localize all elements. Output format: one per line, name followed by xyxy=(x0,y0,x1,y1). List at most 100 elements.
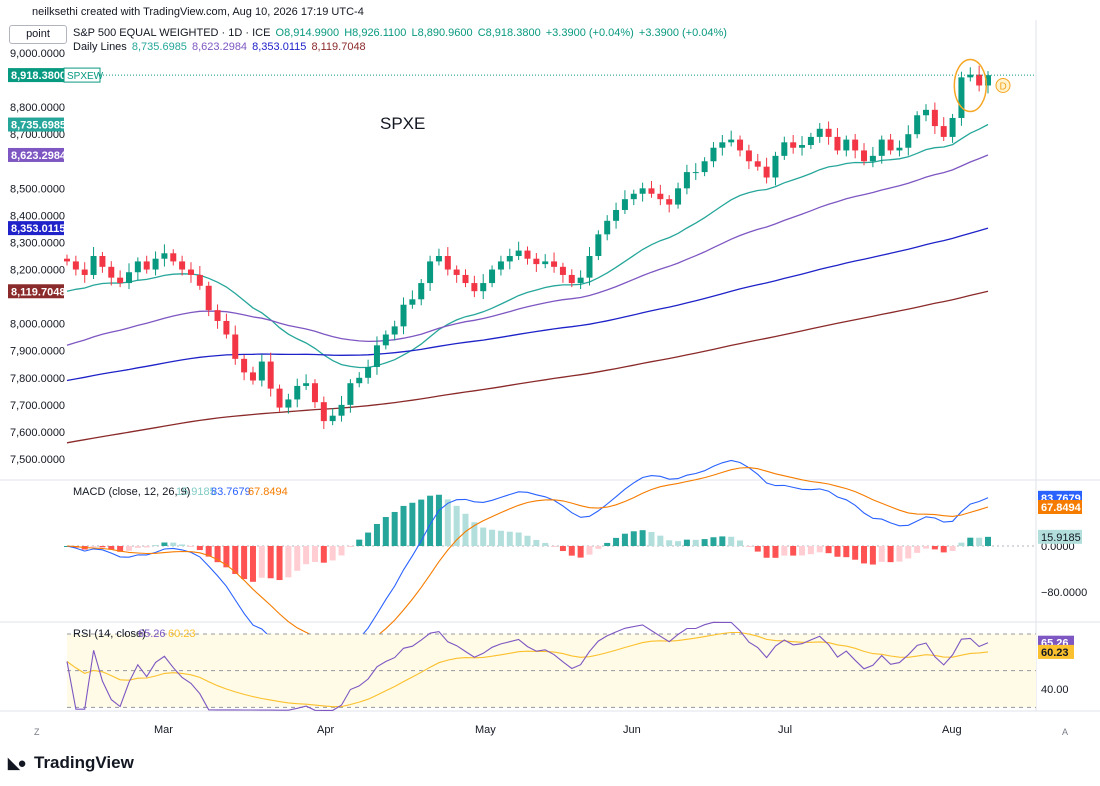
macd-hist-bar xyxy=(887,546,894,563)
macd-hist-bar xyxy=(648,532,655,546)
ma-value-label-bg xyxy=(8,221,64,236)
macd-hist-bar xyxy=(143,546,150,548)
price-tick-label: 7,800.0000 xyxy=(10,373,65,385)
ma-value-label: 8,623.2984 xyxy=(11,150,67,162)
macd-hist-bar xyxy=(923,546,930,549)
last-price-label: 8,918.3800 xyxy=(11,70,66,82)
candle-body xyxy=(666,199,673,205)
price-tick-label: 7,600.0000 xyxy=(10,427,65,439)
macd-hist-bar xyxy=(338,546,345,556)
macd-hist-bar xyxy=(639,530,646,546)
macd-hist-bar xyxy=(391,511,398,546)
candle-body xyxy=(843,139,850,151)
price-tick-label: 8,400.0000 xyxy=(10,210,65,222)
ohlc-low: L8,890.9600 xyxy=(411,27,473,39)
macd-hist-bar xyxy=(985,536,991,546)
candle-body xyxy=(205,285,212,311)
candle-body xyxy=(303,383,310,386)
candle-body xyxy=(604,220,611,235)
symbol-title: S&P 500 EQUAL WEIGHTED · 1D · ICE xyxy=(73,27,271,39)
macd-hist-bar xyxy=(559,546,566,552)
x-tick-label: Aug xyxy=(942,724,962,736)
moving-average-line xyxy=(66,123,989,369)
moving-average-line xyxy=(66,227,989,382)
macd-hist-bar xyxy=(462,513,469,546)
candle-body xyxy=(807,136,814,146)
candle-body xyxy=(799,145,806,148)
macd-hist-bar xyxy=(356,539,363,546)
price-tick-label: 8,800.0000 xyxy=(10,102,65,114)
candle-body xyxy=(923,109,930,116)
macd-hist-bar xyxy=(772,546,779,558)
candle-body xyxy=(949,117,956,137)
candle-body xyxy=(586,256,593,278)
candle-body xyxy=(559,266,566,275)
macd-hist-bar xyxy=(258,546,265,578)
x-tick-label: Apr xyxy=(317,724,334,736)
daily-line-value-4: 8,119.7048 xyxy=(311,41,366,53)
last-price-label-bg xyxy=(8,68,64,83)
timezone-label: Z xyxy=(34,727,40,737)
macd-hist-bar xyxy=(152,545,159,547)
price-tick-label: 8,200.0000 xyxy=(10,265,65,277)
candle-body xyxy=(976,74,983,86)
candle-body xyxy=(825,128,832,137)
symbol-tag-bg xyxy=(63,67,101,83)
macd-hist-bar xyxy=(719,536,726,546)
macd-hist-bar xyxy=(737,540,744,546)
candle-body xyxy=(745,150,752,162)
candle-body xyxy=(179,261,186,270)
ma-value-label-bg xyxy=(8,284,64,299)
macd-hist-bar xyxy=(90,546,97,547)
macd-tick-label: 0.0000 xyxy=(1041,541,1075,553)
macd-hist-bar xyxy=(471,522,478,546)
candle-body xyxy=(710,147,717,162)
candle-body xyxy=(72,261,79,270)
macd-hist-bar xyxy=(790,546,797,556)
candle-body xyxy=(506,256,513,262)
macd-hist-bar xyxy=(542,542,549,546)
macd-hist-bar xyxy=(577,546,584,558)
macd-hist-bar xyxy=(214,546,221,563)
candle-body xyxy=(524,250,531,259)
candle-body xyxy=(639,188,646,194)
macd-hist-label: 15.9185 xyxy=(1041,532,1081,544)
candle-body xyxy=(940,126,947,137)
macd-hist-bar xyxy=(675,541,682,546)
ma-value-label-bg xyxy=(8,117,64,132)
macd-signal-label: 67.8494 xyxy=(1041,502,1082,514)
macd-hist-bar xyxy=(869,546,876,565)
macd-hist-bar xyxy=(179,544,186,546)
point-button[interactable]: point xyxy=(9,25,67,44)
macd-hist-bar xyxy=(754,546,761,552)
candle-body xyxy=(958,77,965,118)
candle-body xyxy=(418,283,425,300)
candle-body xyxy=(533,258,540,265)
macd-hist-label-bg xyxy=(1038,529,1082,544)
candle-body xyxy=(249,372,256,381)
candle-body xyxy=(214,310,221,321)
macd-hist-bar xyxy=(621,533,628,546)
macd-hist-bar xyxy=(745,546,752,547)
macd-hist-bar xyxy=(134,546,141,548)
macd-hist-bar xyxy=(232,546,239,574)
macd-hist-bar xyxy=(170,542,177,546)
chart-annotation: SPXE xyxy=(380,114,425,133)
daily-line-value-3: 8,353.0115 xyxy=(252,41,307,53)
candle-body xyxy=(763,166,770,178)
macd-hist-bar xyxy=(196,546,203,551)
candle-body xyxy=(117,277,124,284)
candle-body xyxy=(568,274,575,284)
macd-tick-label: −80.0000 xyxy=(1041,587,1087,599)
macd-hist-bar xyxy=(365,532,372,546)
candle-body xyxy=(489,269,496,284)
candle-body xyxy=(630,193,637,200)
candle-body xyxy=(737,139,744,151)
candle-body xyxy=(320,402,327,422)
price-tick-label: 7,900.0000 xyxy=(10,346,65,358)
ma-value-label: 8,735.6985 xyxy=(11,120,66,132)
macd-hist-bar xyxy=(373,523,380,546)
macd-line xyxy=(66,459,989,660)
price-tick-label: 7,700.0000 xyxy=(10,400,65,412)
